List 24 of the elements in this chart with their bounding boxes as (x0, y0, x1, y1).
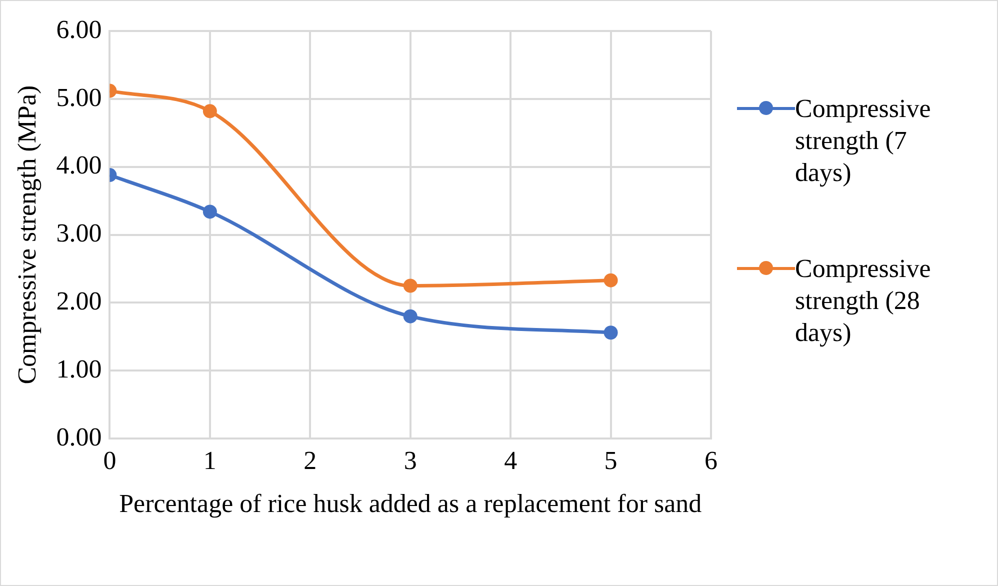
y-tick-label: 2.00 (56, 286, 102, 316)
x-tick-label: 2 (304, 446, 317, 476)
point (202, 204, 217, 219)
y-tick-label: 5.00 (56, 82, 102, 112)
x-tick-label: 1 (203, 446, 216, 476)
x-axis-title: Percentage of rice husk added as a replacement for sand (119, 489, 702, 518)
x-tick-label: 0 (103, 446, 116, 476)
point (604, 326, 618, 340)
point (202, 104, 217, 118)
legend-label: Compressive strength (7 days) (795, 93, 932, 189)
point (604, 273, 618, 288)
y-axis-title: Compressive strength (MPa) (12, 85, 42, 384)
y-tick-label: 0.00 (56, 422, 102, 452)
y-tick-label: 3.00 (56, 218, 102, 248)
y-tick-label: 1.00 (56, 354, 102, 384)
x-tick-label: 6 (704, 446, 718, 476)
x-tick-label: 3 (404, 446, 417, 476)
x-tick-label: 5 (604, 446, 618, 476)
point (403, 309, 418, 324)
point (403, 278, 418, 293)
y-tick-label: 6.00 (56, 14, 102, 44)
legend-label: Compressive strength (28 days) (795, 253, 932, 349)
x-tick-label: 4 (504, 446, 518, 476)
y-tick-label: 4.00 (56, 150, 102, 180)
